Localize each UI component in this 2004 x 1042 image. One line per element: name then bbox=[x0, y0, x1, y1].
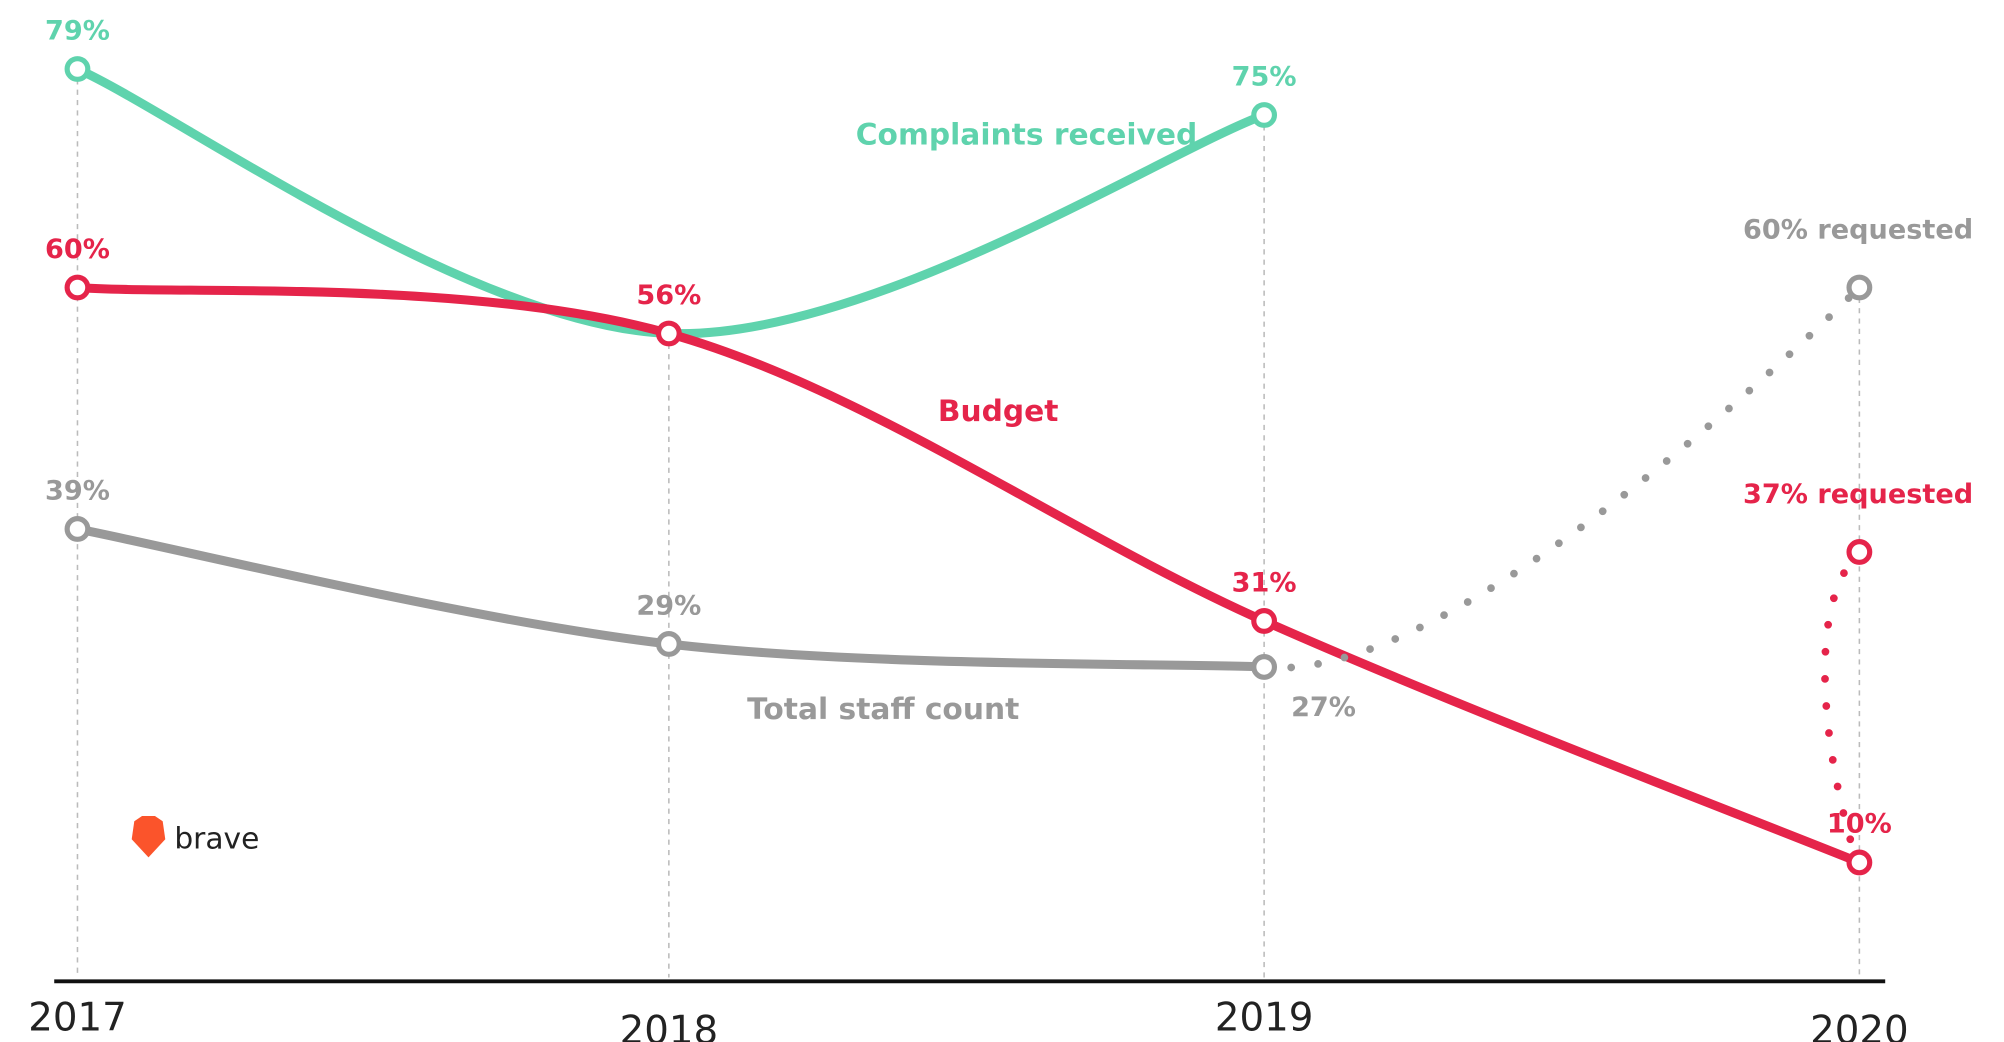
value-label: 79% bbox=[45, 15, 110, 46]
projection-label: 60% requested bbox=[1743, 214, 1973, 245]
x-tick-label: 2019 bbox=[1215, 995, 1314, 1040]
point-marker bbox=[655, 631, 682, 657]
logo-text: brave bbox=[174, 821, 259, 856]
value-label: 10% bbox=[1827, 809, 1892, 840]
point-marker bbox=[64, 274, 91, 301]
x-tick-label: 2018 bbox=[620, 1008, 719, 1042]
x-tick-label: 2017 bbox=[28, 995, 127, 1040]
projection-label: 37% requested bbox=[1743, 479, 1973, 510]
point-marker bbox=[1846, 849, 1873, 876]
x-tick-label: 2020 bbox=[1810, 1008, 1909, 1042]
brave-logo: brave bbox=[131, 816, 259, 858]
value-label: 29% bbox=[636, 590, 701, 621]
value-label: 27% bbox=[1291, 692, 1356, 723]
value-label: 75% bbox=[1232, 61, 1297, 92]
value-label: 31% bbox=[1232, 567, 1297, 598]
series-label: Total staff count bbox=[747, 692, 1019, 727]
point-marker bbox=[1251, 102, 1278, 128]
point-marker bbox=[655, 320, 682, 347]
projection-marker bbox=[1846, 274, 1873, 301]
value-label: 60% bbox=[45, 234, 110, 265]
point-marker bbox=[64, 516, 91, 542]
series-label: Complaints received bbox=[856, 118, 1198, 153]
series-line bbox=[72, 282, 1864, 867]
projection-marker bbox=[1846, 539, 1873, 565]
logo-icon bbox=[131, 816, 166, 858]
series-label: Budget bbox=[938, 394, 1059, 429]
point-marker bbox=[1251, 654, 1278, 680]
value-label: 56% bbox=[636, 280, 701, 311]
point-marker bbox=[1251, 608, 1278, 634]
projection-line bbox=[1260, 283, 1864, 672]
value-label: 39% bbox=[45, 475, 110, 506]
point-marker bbox=[64, 56, 91, 82]
